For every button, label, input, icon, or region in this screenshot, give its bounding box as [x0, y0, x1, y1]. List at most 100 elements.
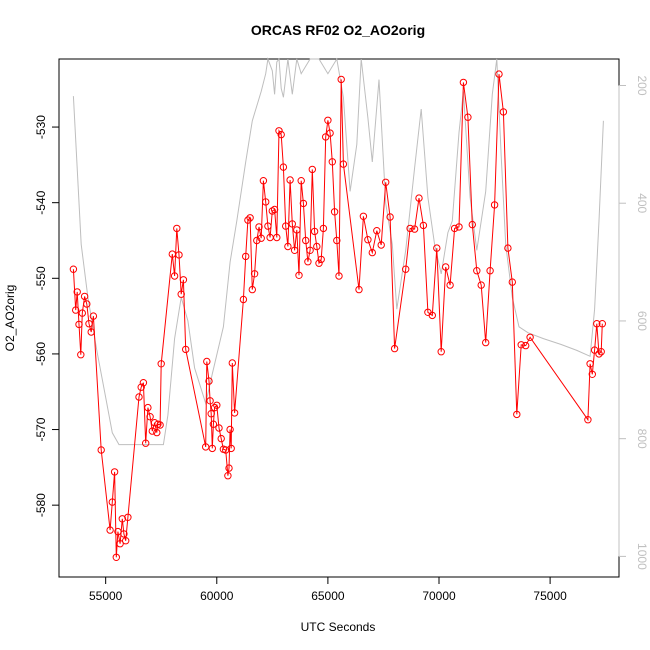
data-point [306, 246, 314, 255]
data-point [513, 410, 521, 419]
data-point [364, 236, 372, 244]
data-point [242, 252, 250, 261]
data-point [257, 234, 265, 242]
data-point [288, 220, 296, 228]
y-axis: -580 -570 -560 -550 -540 -530 [34, 115, 60, 517]
data-point [368, 248, 376, 257]
secondary-y-axis: 200 400 600 800 1000 [618, 75, 649, 570]
data-point [355, 285, 363, 294]
data-point [89, 312, 98, 320]
data-point [230, 409, 239, 417]
data-point [455, 223, 463, 231]
data-point [182, 345, 190, 354]
y-tick-label: -580 [34, 493, 48, 517]
data-point [170, 272, 179, 280]
data-point [590, 346, 599, 354]
data-point [227, 444, 235, 453]
data-point [330, 208, 339, 216]
data-point [207, 410, 215, 418]
data-point [317, 255, 325, 264]
data-point [308, 165, 316, 174]
data-point [224, 472, 232, 480]
data-point [69, 265, 78, 273]
data-point [377, 241, 385, 249]
data-point [215, 424, 223, 432]
data-point [326, 129, 334, 137]
secondary-y-tick-label: 600 [635, 311, 649, 331]
data-point [202, 443, 210, 451]
data-point [419, 221, 428, 230]
data-point [333, 236, 341, 245]
data-point [588, 370, 596, 378]
data-point [359, 212, 368, 221]
data-point [299, 199, 308, 208]
data-point [270, 205, 279, 214]
data-point [217, 434, 225, 443]
data-point [137, 383, 145, 391]
data-point [80, 292, 89, 301]
data-point [142, 439, 150, 447]
data-point [495, 70, 503, 78]
data-point [277, 130, 285, 139]
data-point [482, 338, 490, 347]
data-point [124, 513, 132, 521]
data-point [302, 236, 310, 245]
data-point [324, 116, 332, 125]
y-tick-label: -540 [34, 190, 48, 214]
data-point [415, 194, 423, 202]
data-point [222, 446, 230, 454]
y-tick-label: -550 [34, 266, 48, 290]
data-point [139, 379, 148, 387]
data-point [148, 427, 157, 435]
data-point [293, 226, 301, 234]
data-point [504, 244, 512, 252]
data-point [77, 351, 85, 359]
data-point [83, 300, 91, 308]
data-point [228, 359, 237, 367]
data-point [279, 163, 288, 171]
data-point [586, 360, 594, 368]
data-point [297, 177, 305, 185]
data-point [239, 295, 248, 304]
data-point [110, 468, 119, 476]
data-point [264, 222, 272, 230]
data-point [597, 348, 605, 356]
data-point [450, 224, 459, 233]
data-point [468, 220, 476, 229]
x-tick-label: 70000 [422, 589, 456, 603]
data-point [97, 446, 105, 454]
data-point [433, 244, 441, 252]
data-point [315, 259, 323, 267]
chart-title: ORCAS RF02 O2_AO2orig [251, 22, 425, 38]
data-point [135, 393, 143, 401]
data-point [304, 258, 312, 266]
data-point [386, 213, 394, 221]
data-point [477, 281, 485, 289]
data-point [593, 320, 601, 328]
data-point [473, 267, 481, 275]
secondary-y-tick-label: 800 [635, 429, 649, 449]
data-point [156, 421, 164, 429]
data-point [522, 341, 530, 350]
data-point [486, 267, 494, 275]
data-point [319, 224, 328, 233]
data-point [290, 246, 299, 255]
y-tick-label: -560 [34, 342, 48, 366]
data-point [244, 216, 252, 224]
data-point [382, 178, 390, 187]
data-point [116, 540, 124, 548]
data-point [203, 357, 211, 366]
data-point [210, 403, 219, 412]
data-point [322, 133, 330, 141]
data-point [442, 263, 450, 271]
data-point [259, 177, 268, 185]
primary-series-line [72, 74, 603, 558]
data-point [310, 227, 319, 236]
data-point [275, 127, 283, 135]
data-point [490, 201, 499, 209]
y-axis-label: O2_AO2orig [3, 285, 17, 352]
y-tick-label: -570 [34, 417, 48, 441]
data-point [339, 160, 348, 168]
data-point [437, 348, 445, 356]
secondary-y-tick-label: 1000 [635, 543, 649, 570]
